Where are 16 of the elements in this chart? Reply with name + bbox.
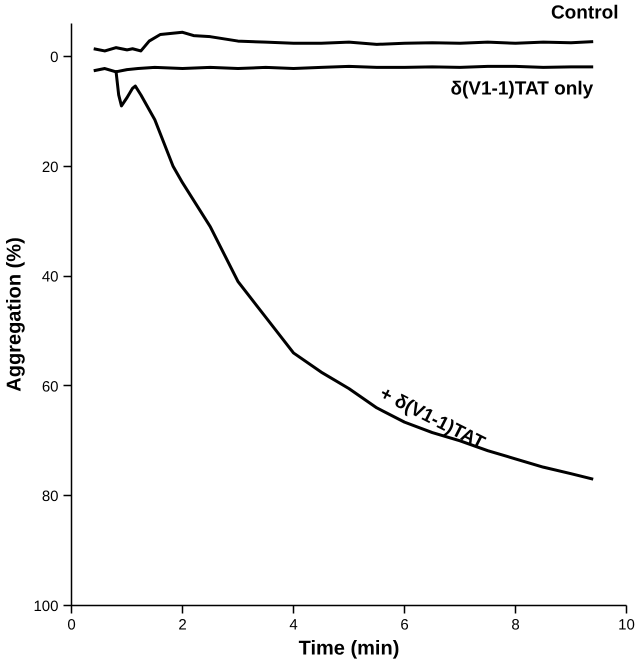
y-tick-label: 40 xyxy=(42,268,59,286)
x-tick-label: 2 xyxy=(178,616,187,634)
y-tick-label: 0 xyxy=(50,48,58,66)
series-label: δ(V1-1)TAT only xyxy=(450,78,594,100)
x-tick-label: 10 xyxy=(618,616,635,634)
series-label: Control xyxy=(550,2,619,24)
x-tick-label: 8 xyxy=(511,616,520,634)
y-axis-title: Aggregation (%) xyxy=(3,237,26,392)
y-tick-label: 80 xyxy=(42,488,59,506)
y-tick-label: 100 xyxy=(33,598,59,615)
y-tick-label: 20 xyxy=(42,158,59,176)
x-tick-label: 6 xyxy=(400,616,409,634)
x-tick-label: 4 xyxy=(289,616,298,634)
x-tick-label: 0 xyxy=(67,616,76,634)
y-tick-label: 60 xyxy=(42,378,59,396)
x-axis-title: Time (min) xyxy=(298,638,400,660)
